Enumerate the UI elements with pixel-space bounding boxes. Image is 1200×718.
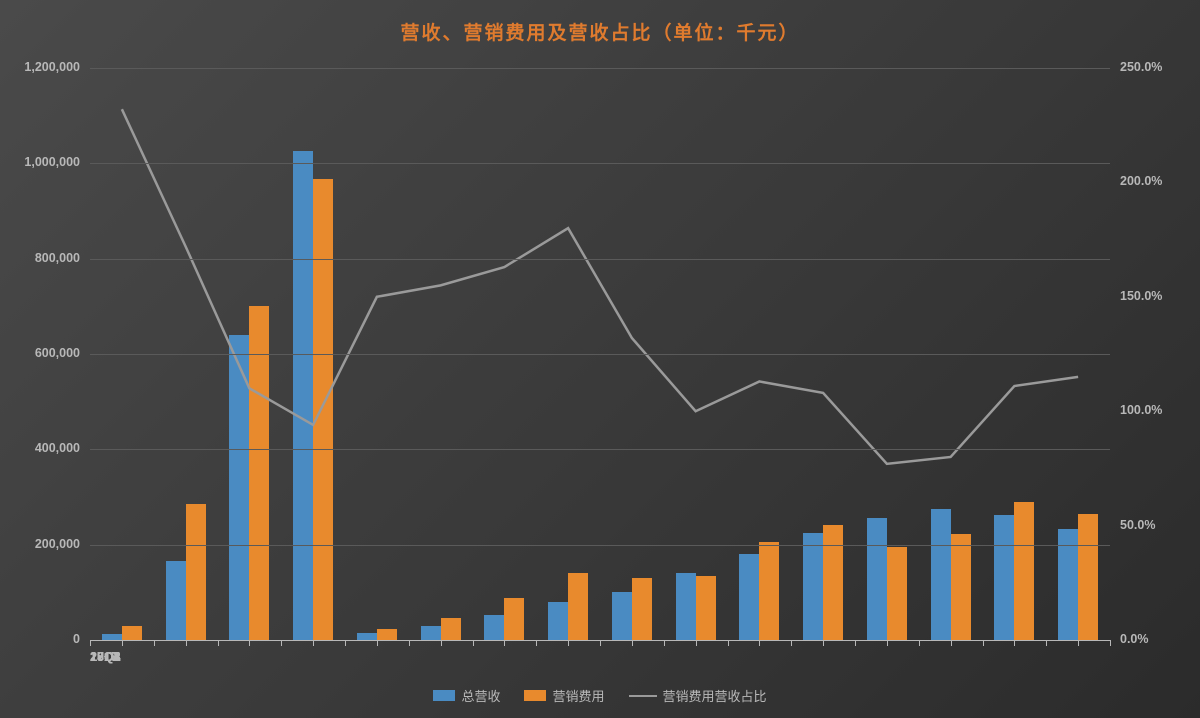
x-tick [919, 640, 920, 646]
legend-swatch-bar [524, 690, 546, 701]
revenue-bar [229, 335, 249, 640]
marketing-bar [313, 179, 333, 640]
y-left-tick-label: 800,000 [0, 251, 80, 265]
y-left-tick-label: 1,000,000 [0, 155, 80, 169]
x-tick [1046, 640, 1047, 646]
x-tick [696, 640, 697, 646]
marketing-bar [696, 576, 716, 640]
marketing-bar [632, 578, 652, 640]
grid-line [90, 259, 1110, 260]
revenue-bar [931, 509, 951, 640]
marketing-bar [186, 504, 206, 640]
x-tick [791, 640, 792, 646]
x-tick [186, 640, 187, 646]
x-tick [409, 640, 410, 646]
y-right-tick-label: 100.0% [1120, 403, 1162, 417]
revenue-bar [612, 592, 632, 640]
revenue-bar [1058, 529, 1078, 640]
chart-title: 营收、营销费用及营收占比（单位：千元） [0, 18, 1200, 45]
marketing-bar [823, 525, 843, 640]
x-tick [345, 640, 346, 646]
x-tick [1078, 640, 1079, 646]
x-tick [473, 640, 474, 646]
grid-line [90, 163, 1110, 164]
legend-label: 营销费用 [552, 686, 604, 705]
grid-line [90, 354, 1110, 355]
x-tick [951, 640, 952, 646]
x-tick [249, 640, 250, 646]
legend-label: 营销费用营收占比 [663, 686, 767, 705]
marketing-bar [568, 573, 588, 640]
x-tick [600, 640, 601, 646]
legend-item: 营销费用营收占比 [629, 686, 767, 705]
x-tick [281, 640, 282, 646]
x-tick [313, 640, 314, 646]
y-left-tick-label: 600,000 [0, 346, 80, 360]
x-tick [504, 640, 505, 646]
x-tick [218, 640, 219, 646]
y-right-tick-label: 150.0% [1120, 289, 1162, 303]
revenue-bar [357, 633, 377, 640]
grid-line [90, 545, 1110, 546]
y-right-tick-label: 0.0% [1120, 632, 1149, 646]
y-right-tick-label: 200.0% [1120, 174, 1162, 188]
marketing-bar [887, 547, 907, 640]
x-tick [759, 640, 760, 646]
y-right-tick-label: 250.0% [1120, 60, 1162, 74]
revenue-bar [548, 602, 568, 640]
x-tick [823, 640, 824, 646]
marketing-bar [441, 618, 461, 640]
marketing-bar [1014, 502, 1034, 640]
marketing-bar [122, 626, 142, 640]
grid-line [90, 68, 1110, 69]
revenue-bar [867, 518, 887, 640]
x-tick [887, 640, 888, 646]
revenue-bar [803, 533, 823, 640]
legend-swatch-line [629, 695, 657, 697]
x-tick [122, 640, 123, 646]
legend-swatch-bar [433, 690, 455, 701]
marketing-bar [377, 629, 397, 640]
x-tick [983, 640, 984, 646]
legend-item: 总营收 [433, 686, 500, 705]
x-tick [1110, 640, 1111, 646]
x-tick [728, 640, 729, 646]
revenue-bar [421, 626, 441, 640]
x-tick [154, 640, 155, 646]
marketing-bar [951, 534, 971, 640]
revenue-bar [166, 561, 186, 640]
grid-line [90, 449, 1110, 450]
revenue-bar [293, 151, 313, 640]
x-tick [90, 640, 91, 646]
x-tick [855, 640, 856, 646]
x-tick [664, 640, 665, 646]
y-left-tick-label: 0 [0, 632, 80, 646]
marketing-bar [504, 598, 524, 640]
y-left-tick-label: 200,000 [0, 537, 80, 551]
marketing-bar [759, 542, 779, 640]
legend: 总营收 营销费用 营销费用营收占比 [0, 686, 1200, 705]
x-tick [536, 640, 537, 646]
y-left-tick-label: 400,000 [0, 441, 80, 455]
x-tick [568, 640, 569, 646]
marketing-bar [1078, 514, 1098, 640]
x-tick [632, 640, 633, 646]
plot-area: 0200,000400,000600,000800,0001,000,0001,… [90, 68, 1110, 640]
y-left-tick-label: 1,200,000 [0, 60, 80, 74]
revenue-bar [739, 554, 759, 640]
x-tick [1014, 640, 1015, 646]
x-tick-label: 19Q4 [90, 650, 121, 664]
legend-label: 总营收 [461, 686, 500, 705]
legend-item: 营销费用 [524, 686, 604, 705]
revenue-bar [994, 515, 1014, 640]
x-tick [377, 640, 378, 646]
marketing-bar [249, 306, 269, 640]
revenue-bar [484, 615, 504, 640]
revenue-marketing-chart: 营收、营销费用及营收占比（单位：千元） 0200,000400,000600,0… [0, 0, 1200, 718]
y-right-tick-label: 50.0% [1120, 518, 1155, 532]
revenue-bar [676, 573, 696, 640]
x-tick [441, 640, 442, 646]
